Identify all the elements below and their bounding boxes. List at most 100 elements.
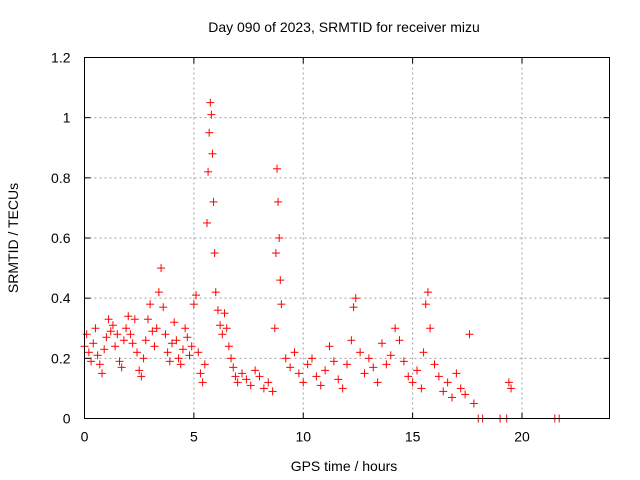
data-point xyxy=(360,369,369,378)
data-points xyxy=(80,98,564,423)
data-point xyxy=(124,312,133,321)
data-point xyxy=(210,249,219,258)
data-point xyxy=(443,378,452,387)
data-point xyxy=(165,357,174,366)
data-point xyxy=(84,348,93,357)
data-point xyxy=(205,128,214,137)
data-point xyxy=(220,309,229,318)
data-point xyxy=(465,330,474,339)
data-point xyxy=(434,372,443,381)
data-point xyxy=(176,360,185,369)
y-axis-label: SRMTID / TECUs xyxy=(5,183,21,293)
data-point xyxy=(159,303,168,312)
data-point xyxy=(229,363,238,372)
data-point xyxy=(178,345,187,354)
data-point xyxy=(187,342,196,351)
data-point xyxy=(461,390,470,399)
data-point xyxy=(325,342,334,351)
data-point xyxy=(130,315,139,324)
data-point xyxy=(208,149,217,158)
data-point xyxy=(200,360,209,369)
y-tick-label: 0.2 xyxy=(51,350,71,366)
data-point xyxy=(143,315,152,324)
data-point xyxy=(209,197,218,206)
x-axis-label: GPS time / hours xyxy=(291,458,398,474)
data-point xyxy=(189,300,198,309)
data-point xyxy=(91,324,100,333)
data-point xyxy=(98,369,106,378)
data-point xyxy=(373,378,382,387)
data-point xyxy=(290,348,299,357)
data-point xyxy=(404,372,413,381)
data-point xyxy=(172,336,181,345)
data-point xyxy=(423,288,432,297)
data-point xyxy=(163,348,172,357)
data-point xyxy=(150,342,159,351)
data-point xyxy=(211,288,220,297)
x-tick-label: 15 xyxy=(405,429,421,445)
data-point xyxy=(386,351,395,360)
data-point xyxy=(456,384,465,393)
data-point xyxy=(148,327,157,336)
data-point xyxy=(334,375,343,384)
data-point xyxy=(218,330,227,339)
y-tick-label: 0.4 xyxy=(51,290,71,306)
data-point xyxy=(231,372,240,381)
data-point xyxy=(183,333,192,342)
data-point xyxy=(242,375,251,384)
data-point xyxy=(264,378,273,387)
data-point xyxy=(270,324,279,333)
data-point xyxy=(181,324,190,333)
data-point xyxy=(439,387,448,396)
data-point xyxy=(294,369,303,378)
chart-title: Day 090 of 2023, SRMTID for receiver miz… xyxy=(208,19,480,35)
data-point xyxy=(395,336,404,345)
data-point xyxy=(277,300,286,309)
plot-frame xyxy=(84,57,610,419)
data-point xyxy=(281,354,290,363)
data-point xyxy=(115,357,124,366)
x-tick-label: 10 xyxy=(295,429,311,445)
data-point xyxy=(276,276,285,285)
data-point xyxy=(141,336,150,345)
data-point xyxy=(196,369,205,378)
data-point xyxy=(382,360,391,369)
data-point xyxy=(89,339,98,348)
data-point xyxy=(128,339,137,348)
data-point xyxy=(95,360,104,369)
data-point xyxy=(351,294,360,303)
data-point xyxy=(198,378,207,387)
data-point xyxy=(343,360,351,369)
data-point xyxy=(213,306,222,315)
data-point xyxy=(194,348,203,357)
data-point xyxy=(157,264,166,273)
data-point xyxy=(286,363,295,372)
data-point xyxy=(299,378,308,387)
data-point xyxy=(224,342,233,351)
data-point xyxy=(347,336,356,345)
data-point xyxy=(139,354,148,363)
data-point xyxy=(238,369,246,378)
data-point xyxy=(108,321,117,330)
data-point xyxy=(170,318,179,327)
data-point xyxy=(126,330,135,339)
data-point xyxy=(122,324,131,333)
data-point xyxy=(246,381,255,390)
data-point xyxy=(203,218,211,227)
y-tick-label: 1 xyxy=(63,110,71,126)
data-point xyxy=(255,372,264,381)
data-point xyxy=(391,324,400,333)
data-point xyxy=(275,234,284,242)
data-point xyxy=(146,300,155,309)
data-point xyxy=(364,354,373,363)
data-point xyxy=(312,372,321,381)
data-point xyxy=(233,378,242,387)
data-point xyxy=(419,348,428,357)
data-point xyxy=(251,366,260,375)
grid-lines xyxy=(84,57,610,419)
x-tick-label: 20 xyxy=(514,429,530,445)
data-point xyxy=(417,384,426,393)
data-point xyxy=(135,366,144,375)
data-point xyxy=(152,324,161,333)
axis-ticks: 0 5 10 15 20 0 0.2 0.4 0.6 0.8 1 1.2 xyxy=(51,50,610,445)
